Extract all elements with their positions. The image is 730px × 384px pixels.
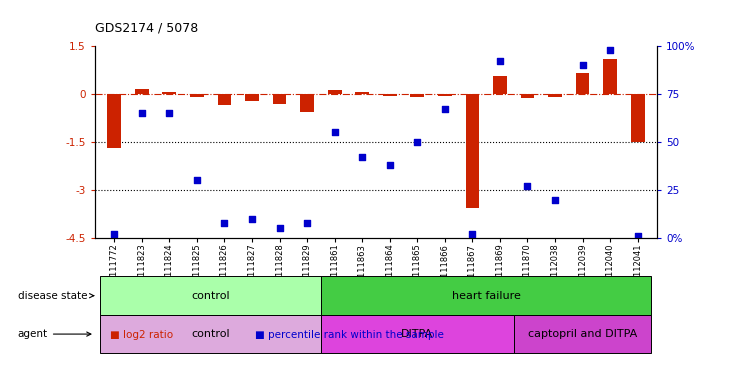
Point — [218, 220, 230, 226]
Point — [494, 58, 506, 65]
Point — [604, 47, 616, 53]
Point — [108, 231, 120, 237]
Point — [577, 62, 588, 68]
Bar — [520, 94, 534, 98]
Text: captopril and DITPA: captopril and DITPA — [528, 329, 637, 339]
Bar — [631, 94, 645, 142]
Point — [632, 233, 644, 239]
Point — [301, 220, 313, 226]
Point — [191, 177, 203, 184]
Bar — [218, 94, 231, 105]
Text: GDS2174 / 5078: GDS2174 / 5078 — [95, 22, 198, 35]
Point — [136, 110, 147, 116]
Bar — [245, 94, 259, 101]
Point — [549, 197, 561, 203]
Point — [356, 154, 368, 161]
Bar — [101, 315, 321, 353]
Text: heart failure: heart failure — [452, 291, 520, 301]
Bar — [162, 93, 176, 94]
Point — [274, 225, 285, 232]
Bar — [321, 276, 651, 315]
Bar — [603, 59, 617, 94]
Bar — [410, 94, 424, 97]
Text: ■ percentile rank within the sample: ■ percentile rank within the sample — [255, 330, 445, 340]
Bar — [576, 73, 590, 94]
Bar — [438, 94, 452, 96]
Point — [466, 231, 478, 237]
Text: control: control — [191, 291, 230, 301]
Point — [164, 110, 175, 116]
Bar — [300, 94, 314, 112]
Point — [328, 129, 340, 136]
Text: ■ log2 ratio: ■ log2 ratio — [110, 330, 172, 340]
Bar — [328, 90, 342, 94]
Bar — [383, 94, 396, 96]
Text: control: control — [191, 329, 230, 339]
Bar — [514, 315, 651, 353]
Point — [384, 162, 396, 168]
Text: disease state: disease state — [18, 291, 93, 301]
Point — [412, 139, 423, 145]
Text: agent: agent — [18, 329, 91, 339]
Bar — [190, 94, 204, 97]
Bar — [135, 89, 149, 94]
Bar — [466, 94, 480, 208]
Bar — [321, 315, 514, 353]
Bar — [548, 94, 562, 97]
Bar — [107, 94, 121, 149]
Bar — [493, 76, 507, 94]
Bar — [101, 276, 321, 315]
Bar — [356, 93, 369, 94]
Point — [522, 183, 534, 189]
Text: DITPA: DITPA — [402, 329, 434, 339]
Point — [439, 106, 450, 113]
Bar — [272, 94, 286, 104]
Point — [246, 216, 258, 222]
